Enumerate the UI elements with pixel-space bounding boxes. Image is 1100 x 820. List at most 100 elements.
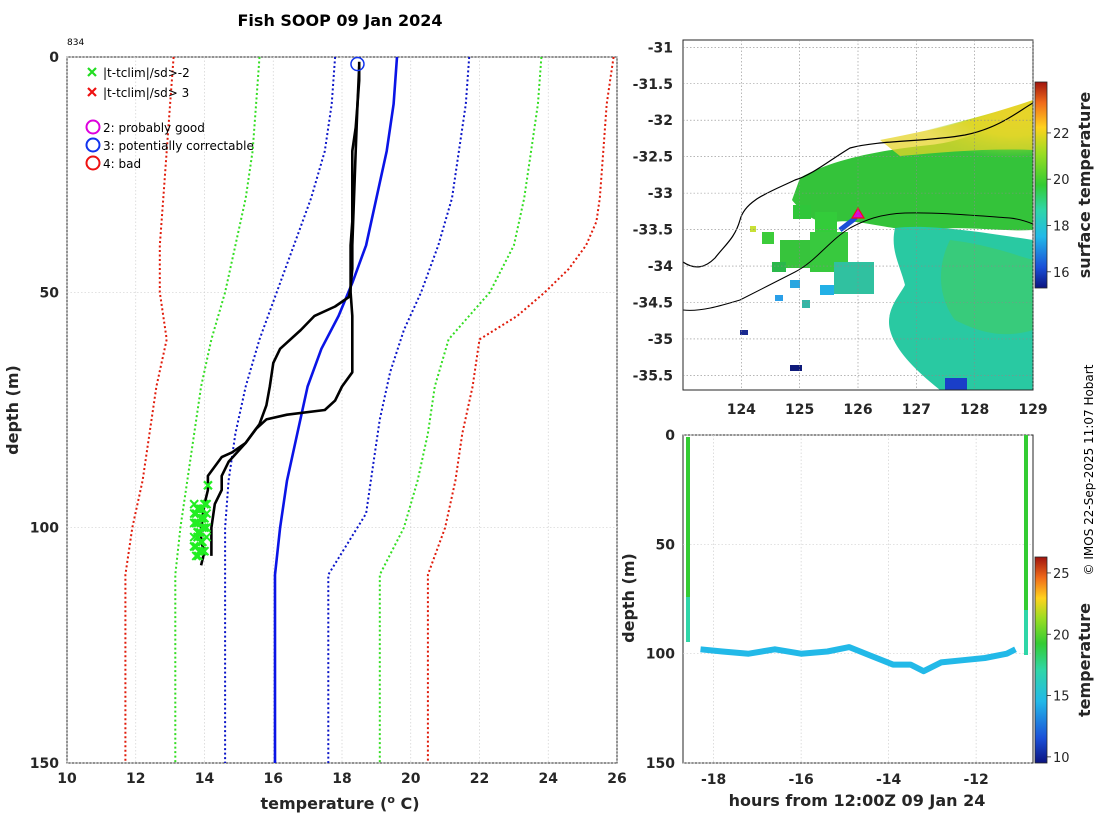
temperature-colorbar-scale — [1034, 556, 1048, 764]
sst-patch — [762, 232, 774, 244]
section-x-label: hours from 12:00Z 09 Jan 24 — [729, 791, 986, 810]
x-tick-label: 125 — [785, 402, 814, 418]
flag-marker — [195, 537, 206, 547]
map-grid — [683, 40, 1034, 390]
x-tick-label: 127 — [902, 402, 931, 418]
y-tick-label: 150 — [30, 756, 59, 772]
sst-patch — [790, 365, 802, 371]
red-x-icon — [87, 87, 97, 97]
cast-end — [1024, 435, 1028, 610]
y-tick-label: 100 — [30, 521, 59, 537]
flag-marker — [203, 480, 213, 491]
y-tick-label: -31 — [648, 40, 673, 56]
sst-field-yellow — [880, 100, 1033, 156]
x-tick-label: 26 — [607, 771, 626, 787]
sst-patch — [775, 295, 783, 301]
flag-marker — [201, 508, 212, 519]
y-tick-label: 50 — [656, 537, 676, 553]
tow-depth-track — [700, 644, 1017, 675]
profile-x-ticks: 10 12 14 16 18 20 22 24 26 — [57, 771, 626, 787]
map-x-ticks: 124 125 126 127 128 129 — [727, 402, 1048, 418]
red-circle-icon — [85, 155, 101, 171]
sst-colorbar-scale — [1034, 81, 1048, 289]
y-tick-label: 50 — [40, 285, 60, 301]
series-line — [174, 56, 261, 763]
profile-grid — [66, 56, 618, 764]
flag-marker — [193, 504, 204, 514]
flag-marker — [199, 499, 210, 509]
colorbar-tick-label: 10 — [1053, 751, 1070, 766]
coastline — [683, 102, 1033, 268]
profile-markers — [189, 56, 365, 561]
y-tick-label: 0 — [665, 428, 675, 444]
flag-marker — [197, 522, 208, 533]
legend-label: |t-tclim|/sd> 3 — [103, 86, 189, 100]
y-tick-label: -33 — [648, 186, 673, 202]
sst-patch — [815, 212, 837, 232]
sst-patch — [820, 285, 834, 295]
x-tick-label: 124 — [727, 402, 756, 418]
sst-colorbar-ticks: 16 18 20 22 — [1047, 127, 1070, 281]
x-tick-label: 16 — [264, 771, 283, 787]
sst-map: 124 125 126 127 128 129 -31-31.5-32-32.5-33-3… — [633, 39, 1094, 418]
flag-legend: |t-tclim|/sd>-2 |t-tclim|/sd> 3 2: proba… — [85, 66, 254, 171]
x-tick-label: 22 — [470, 771, 489, 787]
profile-x-label: temperature (o C) — [260, 793, 419, 813]
x-tick-label: 20 — [401, 771, 421, 787]
section-plot: -18 -16 -14 -12 0 50 100 150 hours from 12:00Z… — [619, 428, 1094, 810]
flag-marker — [189, 541, 199, 552]
y-tick-label: 0 — [49, 50, 59, 66]
y-tick-label: -34.5 — [633, 296, 673, 312]
section-x-ticks: -18 -16 -14 -12 — [701, 772, 989, 788]
x-tick-label: 24 — [539, 771, 559, 787]
credit-text: © IMOS 22-Sep-2025 11:07 Hobart — [1082, 364, 1096, 575]
y-tick-label: -33.5 — [633, 223, 673, 239]
x-tick-label: -14 — [876, 772, 902, 788]
temperature-colorbar: 10 15 20 25 temperature — [1034, 556, 1094, 766]
sst-patch — [834, 262, 874, 294]
profile-y-ticks: 0 50 100 150 — [30, 50, 59, 772]
sst-patch — [802, 300, 810, 308]
y-tick-label: -35.5 — [633, 368, 673, 384]
colorbar-tick-label: 15 — [1053, 690, 1070, 705]
legend-entry-potentially-correctable: 3: potentially correctable — [85, 137, 254, 153]
y-tick-label: -31.5 — [633, 77, 673, 93]
x-tick-label: 10 — [57, 771, 77, 787]
sst-patch — [790, 280, 800, 288]
sst-patch — [772, 262, 786, 272]
x-tick-label: -12 — [963, 772, 988, 788]
flag-marker — [191, 551, 201, 561]
temperature-colorbar-label: temperature — [1075, 603, 1094, 717]
colorbar-tick-label: 20 — [1053, 173, 1070, 188]
legend-entry-bad: 4: bad — [85, 155, 141, 171]
profile-series — [124, 56, 615, 763]
legend-label: 2: probably good — [103, 121, 205, 135]
qc-flag-marker — [350, 56, 365, 72]
profile-plot: 10 12 14 16 18 20 22 24 26 0 50 100 150 temperature… — [3, 50, 627, 813]
colorbar-tick-label: 25 — [1053, 567, 1070, 582]
y-tick-label: -32.5 — [633, 150, 673, 166]
y-tick-label: -35 — [648, 332, 673, 348]
y-tick-label: 100 — [646, 647, 675, 663]
series-line — [273, 56, 399, 763]
flag-marker — [201, 499, 212, 509]
blue-circle-icon — [85, 137, 101, 153]
x-tick-label: 12 — [126, 771, 145, 787]
sst-field-mid — [940, 240, 1033, 335]
flag-marker — [199, 546, 210, 556]
legend-entry-probably-good: 2: probably good — [85, 119, 205, 135]
profile-id: 834 — [67, 38, 84, 48]
flag-marker — [197, 546, 208, 556]
section-axes-box — [682, 434, 1034, 764]
green-x-icon — [87, 67, 97, 77]
legend-label: |t-tclim|/sd>-2 — [103, 66, 190, 80]
legend-entry-green-x: |t-tclim|/sd>-2 — [87, 66, 190, 80]
y-tick-label: -32 — [648, 113, 673, 129]
series-line — [210, 66, 361, 556]
colorbar-tick-label: 18 — [1053, 220, 1070, 235]
flag-marker — [201, 532, 212, 542]
x-tick-label: 126 — [843, 402, 872, 418]
y-tick-label: -34 — [648, 259, 674, 275]
cast-start — [686, 437, 690, 597]
